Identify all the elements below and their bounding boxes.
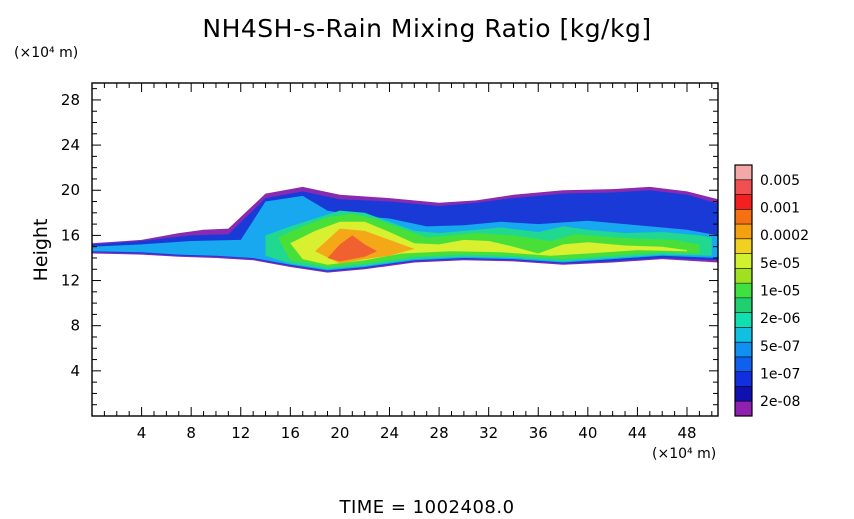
colorbar-swatch: [735, 401, 752, 417]
contour-regions: [92, 186, 718, 273]
colorbar-swatch: [735, 371, 752, 387]
colorbar-swatch: [735, 194, 752, 210]
colorbar-frame: [734, 164, 753, 417]
x-tick-label: 12: [231, 424, 250, 442]
colorbar-label: 1e-07: [760, 367, 800, 383]
x-tick-label: 28: [430, 424, 449, 442]
colorbar-swatch: [735, 268, 752, 284]
colorbar-label: 5e-05: [760, 256, 800, 272]
colorbar-label: 0.0002: [760, 228, 809, 244]
contour-region-0.001: [327, 235, 378, 262]
colorbar-label: 2e-06: [760, 311, 800, 327]
colorbar-swatch: [735, 209, 752, 225]
y-axis-unit: (×10⁴ m): [14, 45, 79, 61]
colorbar-swatch: [735, 386, 752, 402]
x-tick-label: 36: [529, 424, 548, 442]
y-tick-label: 24: [61, 136, 80, 154]
colorbar-swatch: [735, 312, 752, 328]
colorbar-swatch: [735, 179, 752, 196]
colorbar: 0.005 0.001 0.0002 5e-05 1e-05 2e-06 5e-07 1e-0…: [734, 164, 809, 417]
y-tick-label: 4: [70, 362, 80, 380]
colorbar-label: 0.005: [760, 173, 800, 189]
colorbar-swatch: [735, 165, 752, 181]
colorbar-label: 2e-08: [760, 394, 800, 410]
colorbar-label: 0.001: [760, 200, 800, 216]
colorbar-swatch: [735, 238, 752, 255]
y-tick-label: 16: [61, 226, 80, 244]
y-tick-label: 8: [70, 317, 80, 335]
colorbar-swatch: [735, 356, 752, 373]
colorbar-swatch: [735, 283, 752, 299]
time-footer: TIME = 1002408.0: [339, 497, 515, 518]
x-tick-label: 24: [380, 424, 399, 442]
x-tick-label: 44: [628, 424, 647, 442]
chart-title: NH4SH-s-Rain Mixing Ratio [kg/kg]: [202, 14, 652, 43]
colorbar-swatch: [735, 297, 752, 314]
x-axis-unit: (×10⁴ m): [652, 446, 717, 462]
colorbar-swatch: [735, 342, 752, 358]
x-tick-label: 16: [281, 424, 300, 442]
y-tick-label: 28: [61, 91, 80, 109]
y-tick-label: 20: [61, 181, 80, 199]
y-tick-label: 12: [61, 272, 80, 290]
x-tick-label: 20: [330, 424, 349, 442]
x-tick-label: 48: [677, 424, 696, 442]
colorbar-swatch: [735, 327, 752, 343]
colorbar-swatch: [735, 224, 752, 240]
colorbar-swatch: [735, 253, 752, 269]
x-tick-label: 32: [479, 424, 498, 442]
colorbar-label: 1e-05: [760, 284, 800, 300]
colorbar-label: 5e-07: [760, 339, 800, 355]
x-tick-label: 40: [578, 424, 597, 442]
x-tick-label: 8: [186, 424, 196, 442]
plot-frame: [91, 82, 719, 417]
x-tick-label: 4: [137, 424, 147, 442]
